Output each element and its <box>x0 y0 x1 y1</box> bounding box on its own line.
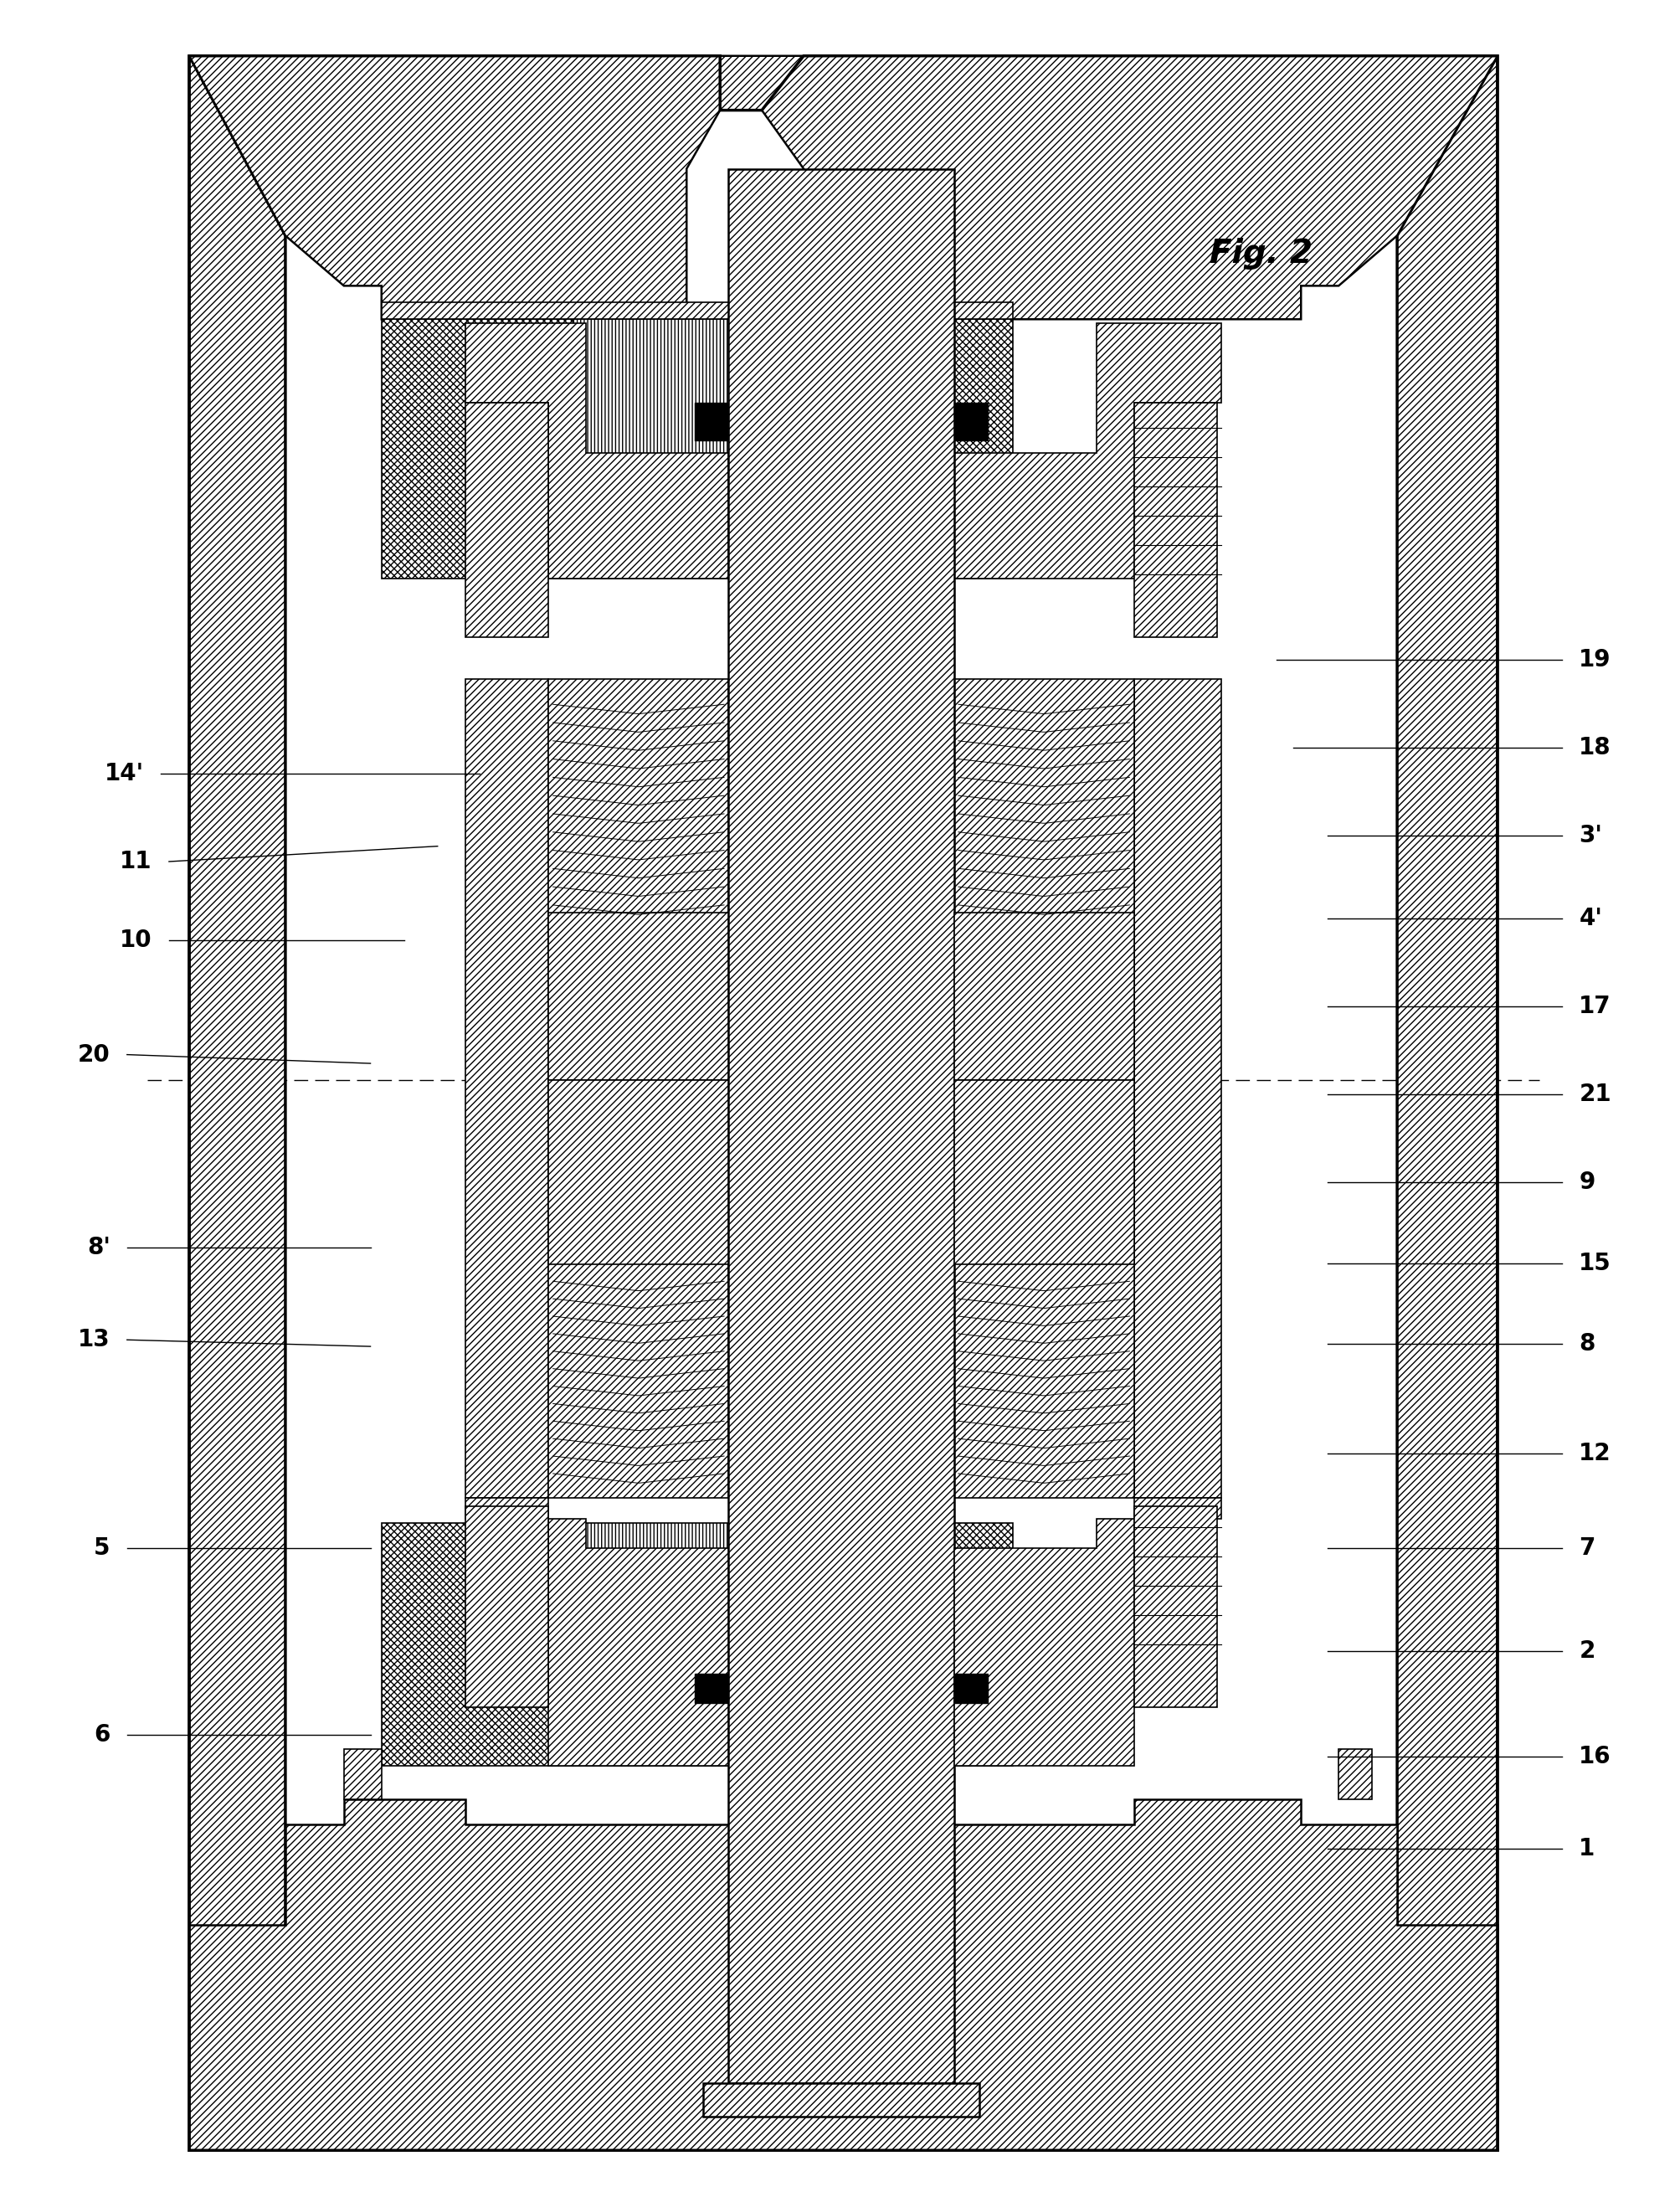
Text: 20: 20 <box>77 1044 111 1066</box>
Text: 7: 7 <box>1578 1536 1594 1560</box>
Polygon shape <box>1337 1749 1371 1799</box>
Polygon shape <box>954 914 1134 1081</box>
Text: 16: 16 <box>1578 1744 1611 1769</box>
Text: 17: 17 <box>1578 995 1611 1017</box>
Polygon shape <box>190 1799 1497 2151</box>
Text: 10: 10 <box>119 929 153 951</box>
Text: 1: 1 <box>1578 1837 1594 1861</box>
Polygon shape <box>1396 55 1497 2151</box>
Polygon shape <box>465 1507 548 1707</box>
Text: Fig. 2: Fig. 2 <box>1210 237 1312 270</box>
Text: 13: 13 <box>77 1329 111 1351</box>
Polygon shape <box>465 402 548 637</box>
Polygon shape <box>465 323 727 578</box>
Polygon shape <box>573 1523 820 1766</box>
Polygon shape <box>1134 679 1221 1498</box>
Polygon shape <box>381 319 573 578</box>
Text: 8': 8' <box>87 1237 111 1259</box>
Text: 3': 3' <box>1578 824 1601 848</box>
Polygon shape <box>548 679 727 1498</box>
Bar <box>954 1674 988 1703</box>
Text: 9: 9 <box>1578 1171 1594 1193</box>
Polygon shape <box>954 679 1134 1498</box>
Text: 12: 12 <box>1578 1441 1611 1465</box>
Polygon shape <box>190 55 1497 319</box>
Polygon shape <box>1134 1507 1216 1707</box>
Text: 14': 14' <box>104 762 144 787</box>
Polygon shape <box>548 914 727 1081</box>
Text: 15: 15 <box>1578 1252 1611 1274</box>
Text: 8: 8 <box>1578 1334 1594 1356</box>
Bar <box>954 402 988 439</box>
Polygon shape <box>573 319 820 578</box>
Text: 11: 11 <box>119 850 153 872</box>
Text: 5: 5 <box>94 1536 111 1560</box>
Text: 18: 18 <box>1578 736 1611 760</box>
Polygon shape <box>954 1081 1134 1263</box>
Polygon shape <box>727 169 954 2083</box>
Polygon shape <box>954 1498 1221 1766</box>
Polygon shape <box>465 1498 727 1766</box>
Polygon shape <box>381 1523 573 1766</box>
Bar <box>694 1674 727 1703</box>
Text: 21: 21 <box>1578 1083 1611 1105</box>
Polygon shape <box>465 679 548 1498</box>
Text: 6: 6 <box>94 1722 111 1747</box>
Text: 4': 4' <box>1578 907 1601 929</box>
Text: 2: 2 <box>1578 1639 1594 1663</box>
Polygon shape <box>344 1749 381 1799</box>
Polygon shape <box>954 323 1221 578</box>
Polygon shape <box>190 55 286 2151</box>
Polygon shape <box>381 303 1011 319</box>
Polygon shape <box>820 1523 1011 1766</box>
Polygon shape <box>1134 402 1216 637</box>
Text: 19: 19 <box>1578 648 1611 672</box>
Polygon shape <box>820 319 1011 578</box>
Polygon shape <box>702 2083 979 2118</box>
Polygon shape <box>548 1081 727 1263</box>
Bar <box>694 402 727 439</box>
